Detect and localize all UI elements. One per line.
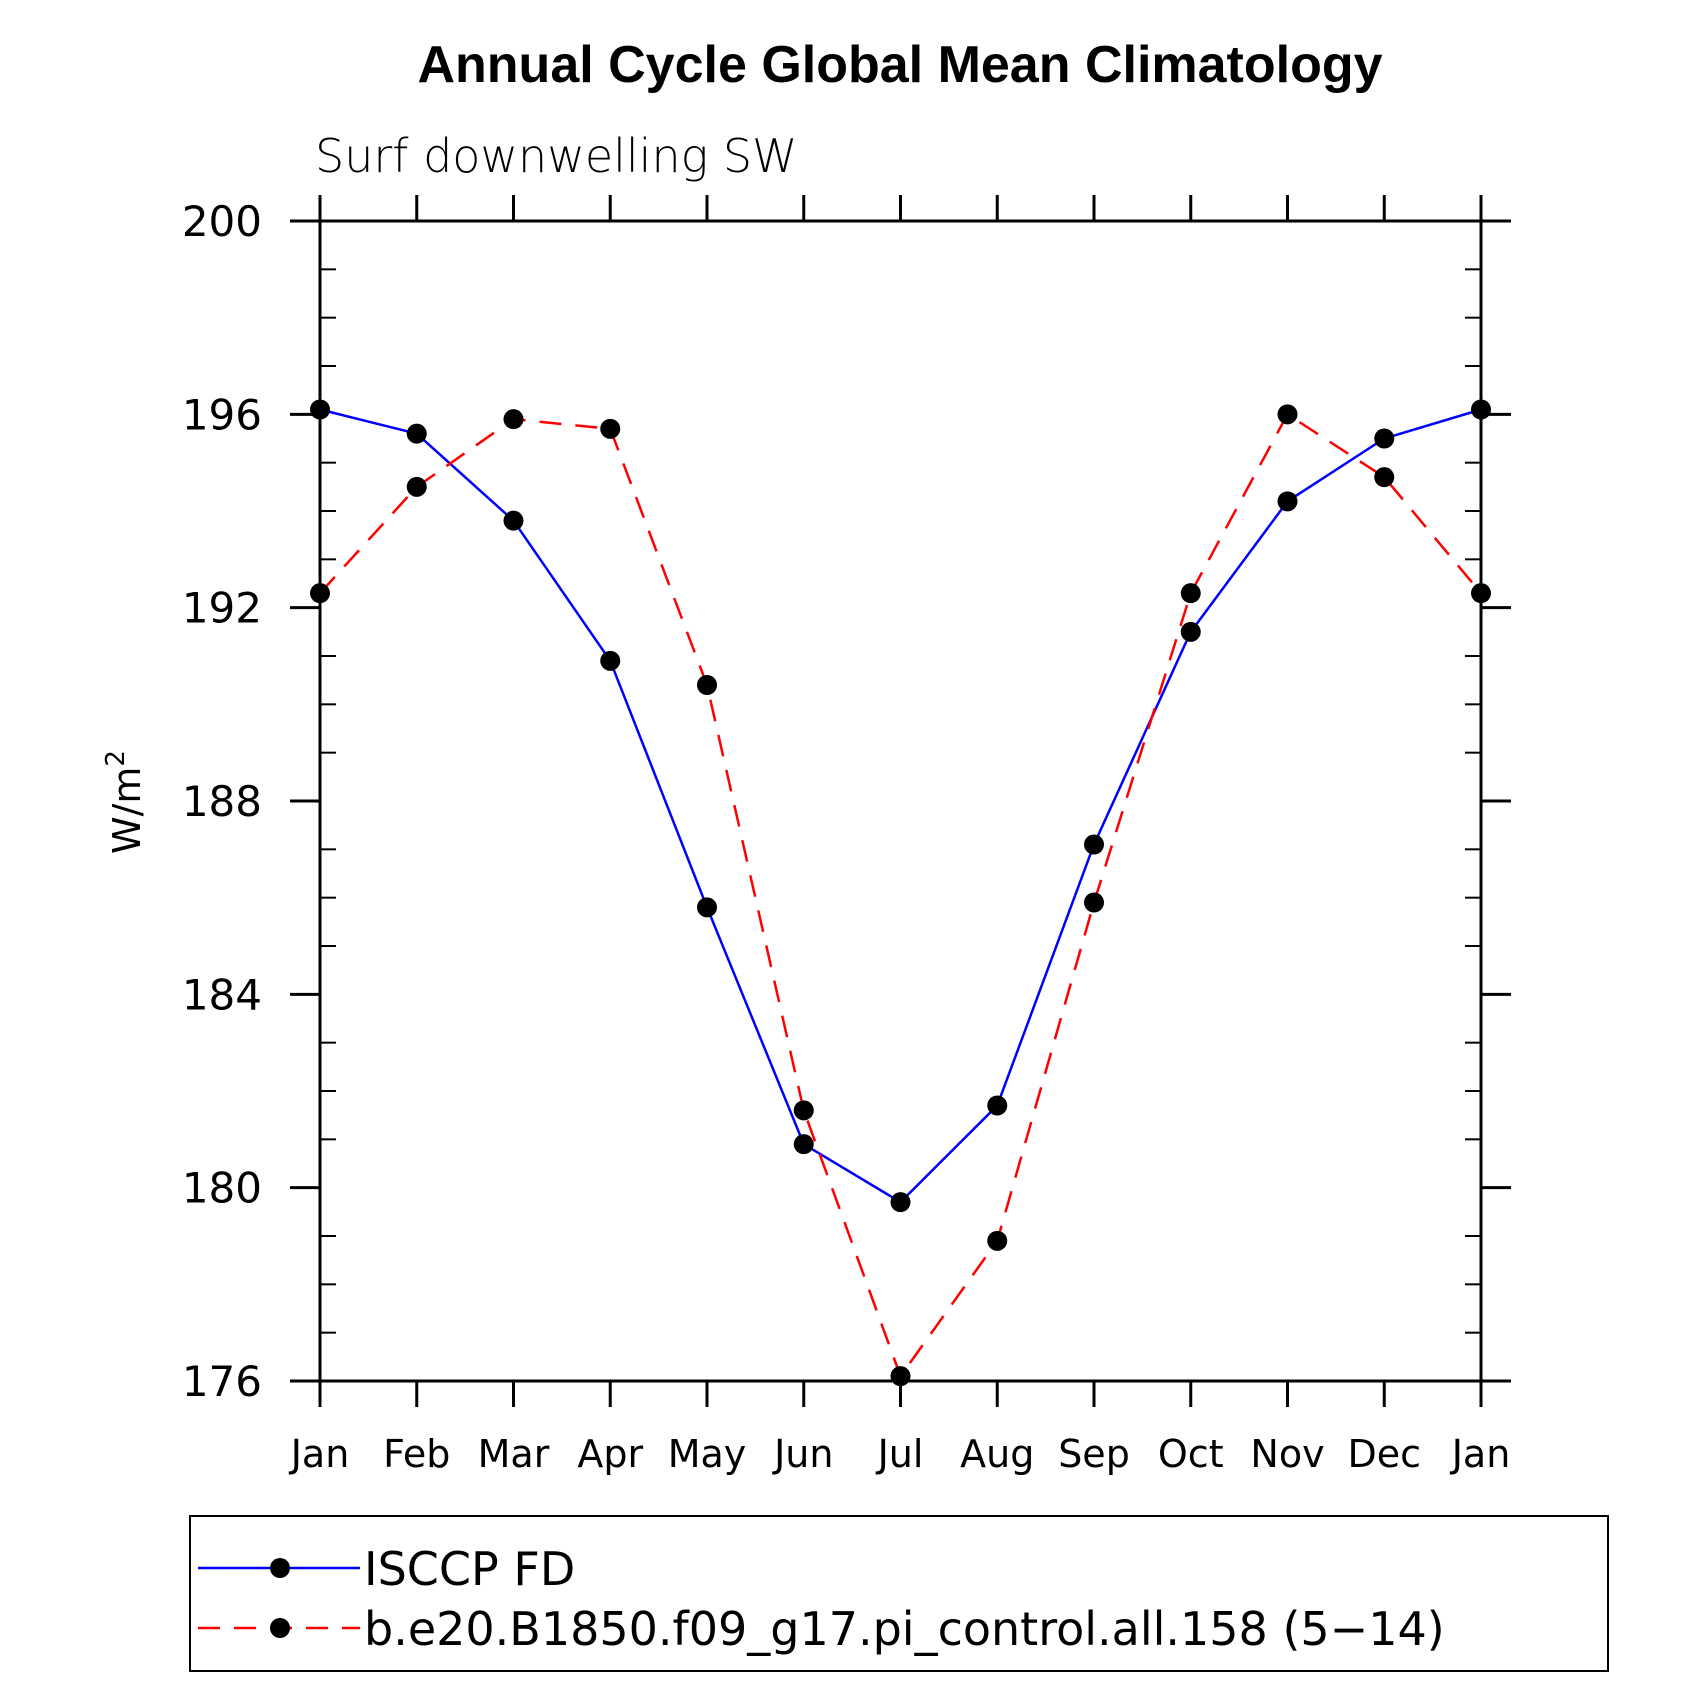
x-tick-label: Jan	[1450, 1432, 1511, 1476]
data-point-1	[406, 476, 427, 497]
data-point-0	[1084, 834, 1104, 855]
data-point-0	[1374, 428, 1395, 449]
data-point-1	[890, 1366, 911, 1387]
data-point-0	[1180, 621, 1201, 642]
y-tick-label: 176	[182, 1357, 262, 1406]
y-axis-label: W/m2	[101, 750, 149, 854]
data-point-0	[310, 399, 330, 420]
x-tick-label: Jan	[289, 1432, 350, 1476]
legend-label-1: b.e20.B1850.f09_g17.pi_control.all.158 (…	[364, 1602, 1445, 1656]
x-tick-label: May	[668, 1432, 747, 1476]
data-point-0	[503, 510, 524, 531]
y-axis-label-unit: W/m	[105, 767, 149, 854]
x-tick-label: Mar	[478, 1432, 550, 1476]
x-tick-label: Jun	[772, 1432, 833, 1476]
x-tick-label: Apr	[577, 1432, 643, 1476]
legend: ISCCP FD b.e20.B1850.f09_g17.pi_control.a…	[198, 1542, 1445, 1656]
legend-box	[189, 1515, 1609, 1672]
y-tick-label: 184	[182, 970, 262, 1019]
x-tick-label: Aug	[960, 1432, 1034, 1476]
series-line-0	[319, 408, 1482, 1204]
data-point-0	[600, 650, 621, 671]
y-tick-label: 192	[182, 584, 262, 633]
data-point-1	[1277, 404, 1298, 425]
data-point-0	[987, 1095, 1008, 1116]
x-tick-label: Sep	[1058, 1432, 1130, 1476]
data-point-1	[310, 583, 330, 604]
data-point-0	[890, 1192, 911, 1213]
legend-marker-1	[270, 1618, 290, 1638]
x-tick-label: Jul	[876, 1432, 924, 1476]
chart-title: Annual Cycle Global Mean Climatology	[417, 36, 1382, 94]
y-tick-label: 196	[182, 390, 262, 439]
data-point-1	[1471, 583, 1491, 604]
data-point-0	[793, 1134, 814, 1155]
axis-ticks	[290, 195, 1511, 1407]
data-point-0	[1277, 491, 1298, 512]
series-line-1	[319, 412, 1482, 1379]
chart-subtitle: Surf downwelling SW	[315, 129, 798, 183]
data-point-0	[406, 423, 427, 444]
y-tick-label: 188	[182, 777, 262, 826]
x-tick-label: Dec	[1347, 1432, 1421, 1476]
data-point-1	[600, 418, 621, 439]
data-point-0	[697, 897, 717, 918]
data-point-1	[1084, 892, 1104, 913]
data-point-1	[697, 675, 717, 695]
data-point-1	[1374, 467, 1395, 488]
y-axis-label-superscript: 2	[101, 750, 131, 767]
data-point-1	[987, 1230, 1008, 1251]
data-point-1	[793, 1100, 814, 1121]
y-tick-label: 200	[182, 197, 262, 246]
data-point-1	[503, 409, 524, 430]
x-tick-label: Nov	[1250, 1432, 1324, 1476]
x-tick-label: Feb	[383, 1432, 450, 1476]
legend-label-0: ISCCP FD	[364, 1542, 575, 1596]
legend-marker-0	[270, 1558, 290, 1578]
tick-labels: Jan Feb Mar Apr May Jun Jul Aug Sep Oct Nov Dec Jan 1…	[182, 197, 1510, 1476]
series-layer	[310, 399, 1491, 1387]
x-tick-label: Oct	[1158, 1432, 1224, 1476]
y-tick-label: 180	[182, 1164, 262, 1213]
data-point-0	[1471, 399, 1491, 420]
data-point-1	[1180, 583, 1201, 604]
y-axis-label-group: W/m2	[101, 750, 149, 854]
